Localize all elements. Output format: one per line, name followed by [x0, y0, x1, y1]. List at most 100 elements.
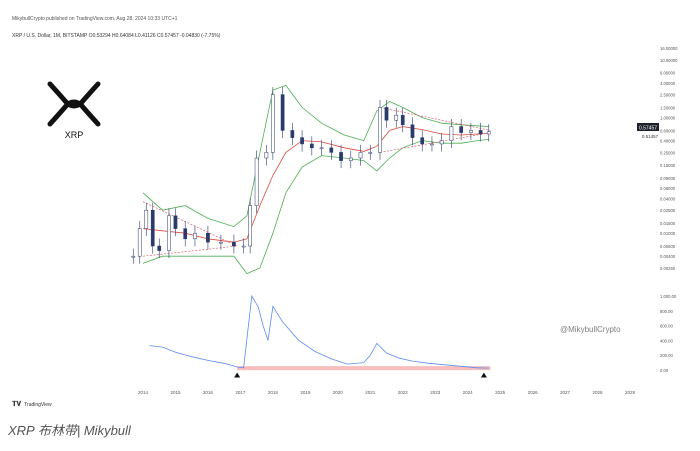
price-candle: [384, 107, 389, 121]
price-tick-label: 0.00250: [660, 266, 676, 271]
trendline: [379, 132, 491, 153]
price-tick-label: 16.00000: [660, 46, 678, 51]
year-tick-label: 2025: [495, 390, 506, 395]
price-candle: [394, 114, 399, 121]
price-candle: [309, 143, 314, 149]
price-candle: [319, 147, 324, 150]
price-candle: [271, 94, 275, 153]
price-tick-label: 0.00400: [660, 254, 676, 259]
price-candle: [144, 209, 149, 229]
price-tick-label: 2.50000: [660, 93, 676, 98]
price-candle: [248, 205, 252, 247]
price-candle: [193, 232, 197, 240]
price-candle: [241, 245, 246, 248]
indicator-tick-label: 400.00: [660, 338, 673, 343]
year-tick-label: 2014: [138, 390, 149, 395]
price-tick-label: 1.00000: [660, 116, 676, 121]
price-tick-label: 0.25000: [660, 150, 676, 155]
price-candle: [410, 124, 415, 138]
last-price-badge: [637, 123, 659, 131]
price-tick-label: 4.00000: [660, 81, 676, 86]
price-candle: [206, 232, 210, 243]
support-zone: [237, 366, 491, 371]
price-candle: [150, 209, 155, 247]
signal-marker: [234, 372, 241, 378]
price-tick-label: 0.06000: [660, 186, 676, 191]
price-candle: [430, 143, 434, 146]
price-tick-label: 0.00600: [660, 244, 676, 249]
price-candle: [339, 152, 343, 161]
year-tick-label: 2016: [203, 390, 214, 395]
publish-info: MikybullCrypto published on TradingView.…: [12, 16, 178, 22]
price-tick-label: 0.09000: [660, 176, 676, 181]
tradingview-footer[interactable]: 𝐓𝐕 TradingView: [12, 401, 52, 409]
price-candle: [449, 126, 454, 141]
price-tick-label: 0.04000: [660, 196, 676, 201]
time-axis: 2014 2015 2016 2017 2018 2019 2020 2021 2022 2023…: [138, 390, 636, 395]
indicator-line: [149, 294, 489, 369]
image-caption: XRP 布林带| Mikybull: [8, 423, 131, 438]
indicator-tick-label: 800.00: [660, 309, 673, 314]
lower-bollinger-band: [142, 139, 489, 275]
price-candle: [368, 152, 373, 154]
year-tick-label: 2028: [593, 390, 604, 395]
year-tick-label: 2023: [430, 390, 441, 395]
price-candle: [264, 152, 269, 159]
symbol-info: XRP / U.S. Dollar, 1M, BITSTAMP O0.53294…: [12, 33, 221, 39]
trendline: [142, 245, 238, 257]
price-candle: [420, 137, 425, 145]
price-candle: [137, 228, 142, 257]
price-candle: [400, 114, 405, 126]
upper-bollinger-band: [142, 84, 489, 228]
price-candle: [459, 126, 464, 133]
price-candle: [478, 130, 483, 135]
xrp-logo-text: XRP: [65, 130, 84, 140]
price-candle: [280, 94, 285, 131]
price-tick-label: 0.01000: [660, 231, 676, 236]
price-tick-label: 0.02500: [660, 208, 676, 213]
price-candle: [173, 215, 178, 229]
price-tick-label: 0.60000: [660, 128, 676, 133]
price-candle: [378, 107, 382, 153]
indicator-tick-label: 600.00: [660, 324, 673, 329]
price-candle: [469, 130, 473, 133]
price-candle: [290, 130, 295, 138]
last-price-label-short: 0.51457: [642, 134, 659, 139]
tradingview-label: TradingView: [24, 402, 52, 408]
price-candle: [131, 255, 136, 258]
year-tick-label: 2015: [170, 390, 181, 395]
xrp-x-logo-icon: [47, 81, 101, 127]
price-candle: [329, 147, 334, 153]
year-tick-label: 2020: [333, 390, 344, 395]
price-candle: [358, 152, 363, 159]
price-candle: [232, 241, 236, 247]
year-tick-label: 2022: [398, 390, 409, 395]
year-tick-label: 2024: [463, 390, 474, 395]
indicator-tick-label: 1,000.00: [660, 294, 677, 299]
price-tick-label: 10.00000: [660, 58, 678, 63]
price-tick-label: 0.01500: [660, 221, 676, 226]
year-tick-label: 2019: [300, 390, 311, 395]
year-tick-label: 2018: [268, 390, 279, 395]
price-tick-label: 0.15000: [660, 163, 676, 168]
signal-marker: [480, 372, 487, 378]
price-tick-label: 0.40000: [660, 139, 676, 144]
indicator-tick-label: 200.00: [660, 353, 673, 358]
price-candle: [439, 140, 444, 145]
price-candle: [183, 228, 188, 240]
year-tick-label: 2017: [235, 390, 246, 395]
price-plot: [131, 84, 491, 275]
price-candle: [486, 131, 491, 135]
tradingview-logo-icon: 𝐓𝐕: [12, 401, 22, 408]
price-tick-label: 6.00000: [660, 71, 676, 76]
price-candle: [348, 157, 353, 161]
year-tick-label: 2026: [528, 390, 539, 395]
year-tick-label: 2029: [625, 390, 636, 395]
price-candle: [167, 215, 171, 251]
price-candle: [219, 241, 223, 244]
year-tick-label: 2027: [560, 390, 571, 395]
price-candle: [157, 245, 162, 251]
indicator-plot: 1,000.00 800.00 600.00 400.00 200.00 0.00: [149, 294, 677, 378]
